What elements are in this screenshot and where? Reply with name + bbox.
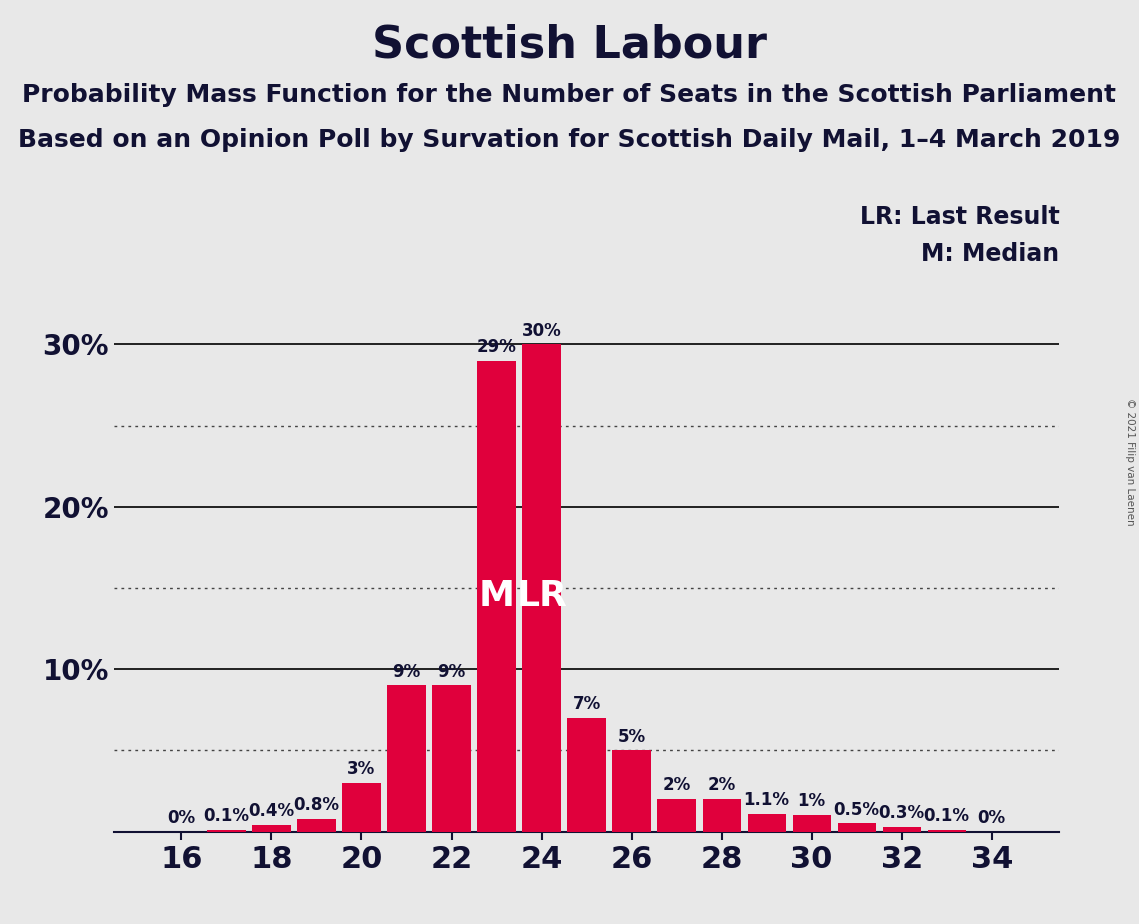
- Text: Probability Mass Function for the Number of Seats in the Scottish Parliament: Probability Mass Function for the Number…: [23, 83, 1116, 107]
- Text: 7%: 7%: [573, 695, 600, 713]
- Bar: [207, 830, 246, 832]
- Text: 2%: 2%: [707, 776, 736, 795]
- Text: 30%: 30%: [522, 322, 562, 339]
- Text: LR: Last Result: LR: Last Result: [860, 204, 1059, 228]
- Text: 9%: 9%: [437, 663, 466, 681]
- Text: 0.8%: 0.8%: [294, 796, 339, 814]
- Text: 0.1%: 0.1%: [924, 807, 969, 825]
- Text: 5%: 5%: [617, 727, 646, 746]
- Bar: [747, 814, 786, 832]
- Text: Based on an Opinion Poll by Survation for Scottish Daily Mail, 1–4 March 2019: Based on an Opinion Poll by Survation fo…: [18, 128, 1121, 152]
- Bar: [657, 799, 696, 832]
- Bar: [613, 750, 650, 832]
- Bar: [387, 686, 426, 832]
- Bar: [433, 686, 470, 832]
- Bar: [793, 815, 830, 832]
- Bar: [253, 825, 290, 832]
- Text: 0.5%: 0.5%: [834, 800, 879, 819]
- Bar: [703, 799, 740, 832]
- Text: 0%: 0%: [977, 808, 1006, 827]
- Text: 29%: 29%: [476, 338, 516, 356]
- Bar: [927, 830, 966, 832]
- Text: 1%: 1%: [797, 793, 826, 810]
- Text: 1.1%: 1.1%: [744, 791, 789, 808]
- Text: Scottish Labour: Scottish Labour: [372, 23, 767, 67]
- Text: 3%: 3%: [347, 760, 376, 778]
- Bar: [883, 827, 920, 832]
- Text: 0.4%: 0.4%: [248, 802, 295, 821]
- Bar: [523, 345, 560, 832]
- Text: M: Median: M: Median: [921, 242, 1059, 266]
- Text: LR: LR: [516, 579, 567, 614]
- Text: M: M: [478, 579, 515, 614]
- Bar: [477, 360, 516, 832]
- Bar: [297, 819, 336, 832]
- Text: 9%: 9%: [393, 663, 420, 681]
- Bar: [343, 783, 380, 832]
- Bar: [567, 718, 606, 832]
- Text: 0.1%: 0.1%: [204, 807, 249, 825]
- Bar: [837, 823, 876, 832]
- Text: 0.3%: 0.3%: [878, 804, 925, 821]
- Text: 2%: 2%: [663, 776, 690, 795]
- Text: 0%: 0%: [167, 808, 196, 827]
- Text: © 2021 Filip van Laenen: © 2021 Filip van Laenen: [1125, 398, 1134, 526]
